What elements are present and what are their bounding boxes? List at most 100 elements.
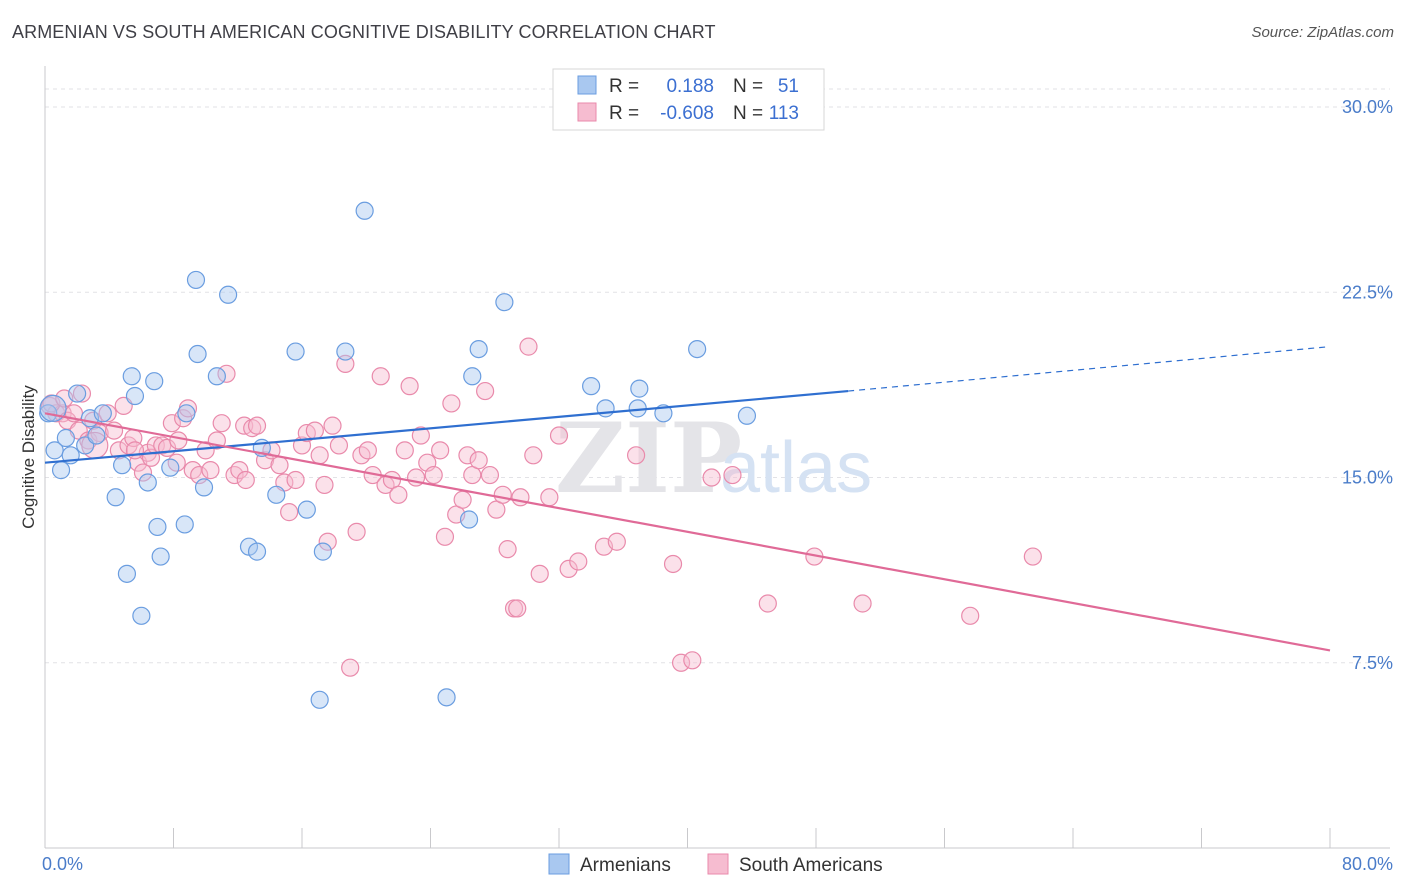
legend-n-label: N = bbox=[733, 103, 763, 124]
point-south-americans bbox=[305, 421, 324, 440]
point-armenians bbox=[148, 517, 167, 537]
series-legend-label-south-americans: South Americans bbox=[739, 855, 883, 876]
point-south-americans bbox=[540, 488, 559, 507]
point-south-americans bbox=[247, 416, 267, 435]
point-south-americans bbox=[663, 554, 683, 574]
point-south-americans bbox=[389, 485, 408, 504]
point-south-americans bbox=[626, 446, 646, 465]
point-armenians bbox=[495, 293, 514, 312]
watermark: ZIP atlas bbox=[555, 402, 872, 515]
legend-r-value: -0.608 bbox=[660, 103, 714, 124]
point-south-americans bbox=[476, 381, 495, 401]
point-armenians bbox=[188, 344, 207, 364]
point-south-americans bbox=[607, 532, 626, 551]
point-south-americans bbox=[329, 436, 349, 455]
point-south-americans bbox=[435, 527, 455, 546]
point-south-americans bbox=[961, 606, 980, 625]
point-south-americans bbox=[469, 451, 488, 470]
point-south-americans bbox=[212, 414, 231, 433]
y-tick-label: 15.0% bbox=[1342, 468, 1393, 488]
point-armenians bbox=[68, 384, 87, 403]
y-axis-label: Cognitive Disability bbox=[19, 385, 38, 529]
series-legend-swatch-south-americans bbox=[707, 853, 729, 875]
point-armenians bbox=[138, 473, 157, 492]
point-armenians bbox=[310, 690, 329, 709]
point-south-americans bbox=[1023, 547, 1042, 566]
series-legend-label-armenians: Armenians bbox=[580, 855, 671, 876]
point-armenians bbox=[177, 404, 196, 423]
point-south-americans bbox=[671, 653, 691, 672]
watermark-atlas: atlas bbox=[720, 428, 872, 508]
point-south-americans bbox=[236, 470, 255, 490]
watermark-zip: ZIP bbox=[555, 402, 742, 515]
legend-n-label: N = bbox=[733, 76, 763, 97]
point-south-americans bbox=[230, 461, 249, 480]
point-south-americans bbox=[493, 485, 512, 504]
point-armenians bbox=[87, 426, 106, 445]
point-armenians bbox=[286, 342, 305, 361]
x-tick-label-min: 0.0% bbox=[42, 854, 83, 874]
point-armenians bbox=[654, 404, 673, 423]
point-south-americans bbox=[72, 384, 92, 403]
point-armenians bbox=[93, 404, 112, 423]
point-armenians bbox=[117, 564, 137, 583]
point-south-americans bbox=[424, 465, 443, 485]
legend-frame bbox=[552, 68, 825, 131]
point-armenians bbox=[145, 372, 164, 391]
legend-n-value: 51 bbox=[778, 76, 799, 97]
point-south-americans bbox=[169, 431, 188, 450]
stats-legend: R = 0.188 N = 51 R = -0.608 N = 113 bbox=[552, 68, 825, 131]
point-armenians bbox=[194, 478, 214, 497]
point-south-americans bbox=[549, 426, 569, 445]
point-armenians bbox=[175, 515, 194, 534]
point-armenians bbox=[355, 201, 374, 220]
point-south-americans bbox=[270, 456, 289, 475]
point-south-americans bbox=[336, 354, 355, 374]
point-armenians bbox=[459, 510, 479, 529]
point-south-americans bbox=[280, 503, 299, 522]
series-legend: Armenians South Americans bbox=[548, 853, 883, 876]
point-south-americans bbox=[162, 414, 181, 433]
point-armenians bbox=[39, 394, 67, 422]
point-south-americans bbox=[723, 465, 742, 485]
point-armenians bbox=[297, 500, 316, 519]
point-south-americans bbox=[98, 404, 117, 423]
point-south-americans bbox=[395, 441, 414, 460]
point-south-americans bbox=[569, 552, 588, 571]
point-armenians bbox=[186, 270, 206, 290]
legend-r-label: R = bbox=[609, 103, 639, 124]
chart-title: ARMENIAN VS SOUTH AMERICAN COGNITIVE DIS… bbox=[12, 22, 716, 42]
axes bbox=[44, 66, 1390, 849]
point-armenians bbox=[630, 379, 649, 398]
point-armenians bbox=[161, 458, 180, 477]
point-south-americans bbox=[480, 465, 500, 485]
point-armenians bbox=[336, 342, 355, 361]
point-south-americans bbox=[109, 441, 128, 460]
point-south-americans bbox=[559, 559, 578, 579]
point-armenians bbox=[125, 386, 145, 406]
point-south-americans bbox=[315, 475, 334, 495]
x-tick-labels: 0.0% 80.0% bbox=[42, 854, 1393, 874]
point-armenians bbox=[207, 367, 226, 386]
point-armenians bbox=[122, 367, 141, 386]
point-south-americans bbox=[498, 540, 517, 559]
point-armenians bbox=[688, 339, 707, 359]
point-south-americans bbox=[431, 441, 450, 460]
point-armenians bbox=[56, 428, 75, 448]
point-armenians bbox=[469, 339, 488, 359]
point-armenians bbox=[437, 688, 456, 707]
point-south-americans bbox=[530, 564, 549, 583]
point-south-americans bbox=[508, 599, 527, 618]
point-south-americans bbox=[133, 463, 153, 482]
point-armenians bbox=[267, 485, 286, 504]
point-south-americans bbox=[400, 377, 419, 396]
point-armenians bbox=[219, 285, 238, 304]
point-armenians bbox=[106, 488, 125, 507]
point-south-americans bbox=[702, 468, 721, 487]
x-tick-label-max: 80.0% bbox=[1342, 854, 1393, 874]
point-south-americans bbox=[358, 441, 377, 460]
point-south-americans bbox=[442, 394, 461, 413]
trend-line-extension-armenians bbox=[848, 346, 1331, 392]
point-armenians bbox=[132, 606, 151, 625]
